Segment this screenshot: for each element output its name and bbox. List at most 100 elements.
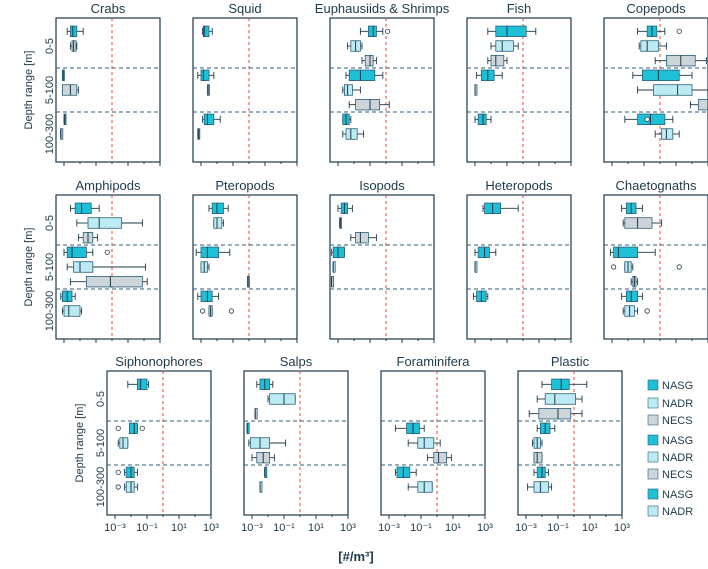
- panel-title: Salps: [280, 354, 313, 369]
- box-iqr: [86, 275, 143, 288]
- outlier-point: [200, 308, 206, 314]
- box-iqr: [125, 466, 135, 479]
- box-nasg-0-5: [66, 25, 84, 38]
- panel-title: Amphipods: [75, 178, 141, 193]
- box-iqr: [119, 437, 129, 449]
- box-nadr-5-100: [610, 261, 682, 273]
- legend-swatch-nasg: [647, 434, 659, 446]
- box-nadr-5-100: [206, 84, 210, 96]
- panel-title: Fish: [507, 1, 532, 16]
- legend-label: NASG: [662, 435, 693, 447]
- box-nadr-100-300: [200, 305, 234, 317]
- outlier-point: [228, 308, 234, 314]
- box-nadr-100-300: [115, 481, 138, 493]
- box-iqr: [73, 261, 94, 273]
- box-necs-5-100: [689, 98, 708, 111]
- box-iqr: [74, 202, 92, 215]
- box-iqr: [417, 481, 433, 493]
- outlier-point: [115, 425, 121, 431]
- legend-label: NADR: [662, 506, 693, 518]
- box-necs-0-5: [69, 40, 78, 52]
- box-iqr: [203, 113, 215, 126]
- panel-title: Siphonophores: [115, 354, 203, 369]
- panel-title: Pteropods: [215, 178, 275, 193]
- box-necs-0-5: [361, 54, 377, 67]
- box-nadr-0-5: [490, 40, 519, 52]
- box-necs-5-100: [251, 451, 275, 464]
- box-necs-0-5: [254, 407, 258, 420]
- box-iqr: [87, 217, 122, 229]
- box-nasg-0-5: [127, 378, 150, 391]
- outlier-point: [610, 264, 617, 270]
- box-iqr: [200, 69, 210, 82]
- x-tick-label: 10¹: [582, 522, 598, 534]
- box-nasg-0-5: [202, 25, 213, 38]
- legend-swatch-nadr: [647, 397, 659, 409]
- x-tick-label: 10³: [614, 522, 630, 534]
- box-iqr: [495, 25, 527, 38]
- panel-euphausiids-shrimps: Euphausiids & Shrimps: [315, 1, 450, 166]
- box-nadr-5-100: [531, 437, 543, 449]
- panel-plastic: Plastic 10⁻³ 10⁻¹ 10¹ 10³: [515, 354, 630, 534]
- legend-label: NADR: [662, 452, 693, 464]
- legend: NASG NADR NECS NASG NADR NECS NASG NADR: [647, 379, 693, 518]
- y-axis-title: Depth range [m]: [23, 51, 35, 130]
- box-necs-0-5: [622, 217, 663, 229]
- box-iqr: [624, 217, 653, 229]
- box-iqr: [343, 84, 353, 96]
- box-nasg-0-5: [256, 378, 274, 391]
- outlier-point: [644, 308, 650, 314]
- box-nasg-5-100: [63, 246, 110, 259]
- box-necs-5-100: [69, 275, 148, 288]
- x-tick-label: 10³: [340, 522, 356, 534]
- box-nasg-100-300: [342, 113, 352, 126]
- box-nasg-100-300: [197, 128, 201, 140]
- box-iqr: [364, 54, 374, 67]
- depth-label: 0-5: [44, 215, 56, 231]
- box-nasg-0-5: [359, 25, 391, 38]
- box-iqr: [536, 466, 546, 479]
- panel-crabs: Crabs 0-5 5-100 100-300 Depth range [m]: [23, 1, 161, 166]
- box-nasg-5-100: [61, 69, 65, 82]
- legend-swatch-nasg: [647, 488, 659, 500]
- box-necs-0-5: [487, 54, 508, 67]
- panel-title: Chaetognaths: [616, 178, 697, 193]
- box-iqr: [640, 40, 659, 52]
- outlier-point: [676, 28, 682, 34]
- box-nasg-0-5: [541, 378, 588, 391]
- box-nasg-100-300: [115, 466, 138, 479]
- x-tick-label: 10³: [203, 522, 219, 534]
- box-iqr: [538, 407, 572, 420]
- box-nasg-100-300: [394, 466, 417, 479]
- box-iqr: [495, 40, 514, 52]
- x-axis-title: [#/m³]: [338, 549, 373, 564]
- panel-frame: [329, 194, 435, 340]
- box-iqr: [551, 378, 570, 391]
- box-nadr-5-100: [332, 261, 336, 273]
- legend-label: NECS: [662, 469, 693, 481]
- box-iqr: [345, 128, 358, 140]
- box-nadr-100-300: [61, 305, 83, 317]
- outlier-point: [384, 28, 391, 34]
- panel-title: Euphausiids & Shrimps: [315, 1, 450, 16]
- box-iqr: [70, 25, 78, 38]
- box-nasg-5-100: [345, 69, 384, 82]
- panel-title: Heteropods: [485, 178, 553, 193]
- box-necs-5-100: [61, 84, 79, 96]
- box-nadr-0-5: [213, 217, 224, 229]
- box-nadr-0-5: [638, 40, 667, 52]
- panel-chaetognaths: Chaetognaths: [603, 178, 708, 343]
- box-iqr: [211, 202, 224, 215]
- box-iqr: [355, 98, 381, 111]
- panel-frame: [466, 17, 572, 163]
- box-nasg-5-100: [197, 69, 215, 82]
- box-necs-0-5: [654, 54, 707, 67]
- depth-label: 5-100: [95, 429, 107, 457]
- box-iqr: [348, 69, 376, 82]
- depth-label: 5-100: [44, 253, 56, 281]
- box-iqr: [698, 98, 708, 111]
- box-nasg-5-100: [394, 422, 425, 435]
- box-necs-5-100: [533, 451, 543, 464]
- panel-title: Plastic: [551, 354, 590, 369]
- box-nasg-100-300: [264, 466, 268, 479]
